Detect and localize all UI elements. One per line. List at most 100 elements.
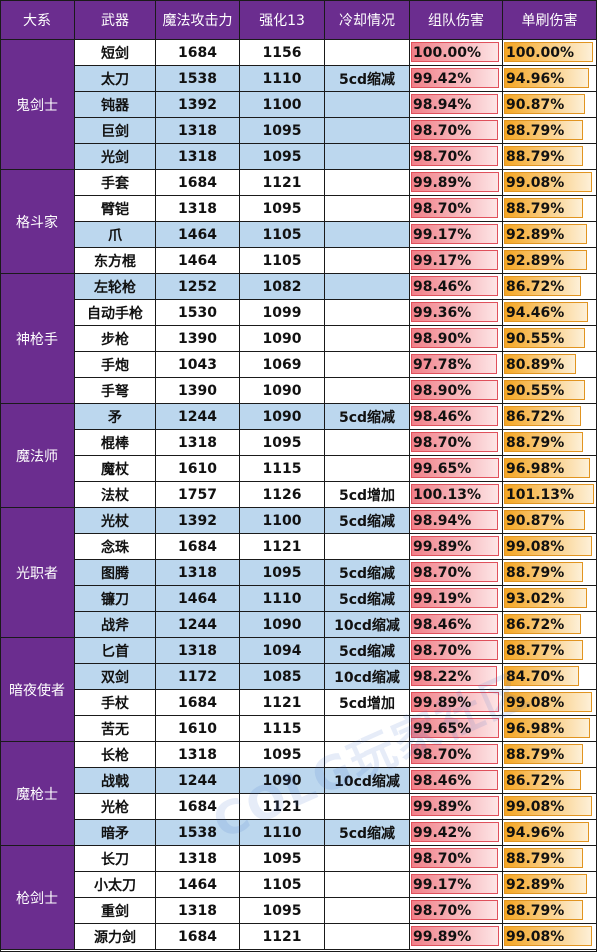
solo-damage-bar (504, 692, 593, 712)
enhance13-cell: 1090 (240, 404, 325, 430)
cooldown-cell (325, 898, 410, 924)
magic-attack-cell: 1530 (156, 300, 240, 326)
team-damage-cell: 99.17% (410, 248, 503, 274)
cooldown-cell (325, 378, 410, 404)
weapon-cell: 战斧 (75, 612, 156, 638)
magic-attack-cell: 1318 (156, 196, 240, 222)
solo-damage-value: 101.13% (506, 486, 575, 503)
weapon-cell: 战戟 (75, 768, 156, 794)
cooldown-cell (325, 196, 410, 222)
cooldown-cell (325, 222, 410, 248)
solo-damage-cell: 86.72% (503, 404, 597, 430)
cooldown-cell: 10cd缩减 (325, 664, 410, 690)
enhance13-cell: 1095 (240, 196, 325, 222)
team-damage-value: 100.13% (413, 486, 482, 503)
weapon-cell: 手炮 (75, 352, 156, 378)
team-damage-bar (411, 614, 498, 634)
team-damage-bar (411, 796, 499, 816)
magic-attack-cell: 1172 (156, 664, 240, 690)
solo-damage-cell: 88.79% (503, 742, 597, 768)
team-damage-bar (411, 510, 499, 530)
weapon-cell: 巨剑 (75, 118, 156, 144)
team-damage-bar (411, 926, 499, 946)
enhance13-cell: 1090 (240, 378, 325, 404)
team-damage-bar (411, 198, 498, 218)
solo-damage-value: 99.08% (506, 928, 565, 945)
team-damage-value: 99.89% (413, 928, 472, 945)
solo-damage-bar (504, 770, 582, 790)
magic-attack-cell: 1043 (156, 352, 240, 378)
solo-damage-cell: 94.96% (503, 66, 597, 92)
cooldown-cell: 5cd增加 (325, 690, 410, 716)
cooldown-cell (325, 300, 410, 326)
solo-damage-bar (504, 354, 576, 374)
team-damage-cell: 99.89% (410, 794, 503, 820)
team-damage-value: 99.19% (413, 590, 472, 607)
team-damage-bar (411, 94, 499, 114)
enhance13-cell: 1105 (240, 248, 325, 274)
team-damage-value: 99.89% (413, 538, 472, 555)
team-damage-bar (411, 328, 499, 348)
solo-damage-value: 88.79% (506, 148, 565, 165)
team-damage-bar (411, 42, 499, 62)
team-damage-cell: 98.70% (410, 430, 503, 456)
solo-damage-value: 80.89% (506, 356, 565, 373)
solo-damage-cell: 88.79% (503, 430, 597, 456)
magic-attack-cell: 1318 (156, 144, 240, 170)
team-damage-cell: 98.70% (410, 742, 503, 768)
solo-damage-value: 92.89% (506, 226, 565, 243)
magic-attack-cell: 1390 (156, 378, 240, 404)
weapon-cell: 匕首 (75, 638, 156, 664)
solo-damage-value: 88.79% (506, 434, 565, 451)
team-damage-bar (411, 302, 499, 322)
team-damage-cell: 98.70% (410, 846, 503, 872)
solo-damage-bar (504, 848, 583, 868)
magic-attack-cell: 1684 (156, 40, 240, 66)
cooldown-cell: 5cd缩减 (325, 638, 410, 664)
enhance13-cell: 1100 (240, 92, 325, 118)
solo-damage-value: 88.79% (506, 122, 565, 139)
team-damage-cell: 98.22% (410, 664, 503, 690)
cooldown-cell: 5cd缩减 (325, 508, 410, 534)
team-damage-cell: 98.46% (410, 768, 503, 794)
magic-attack-cell: 1318 (156, 846, 240, 872)
team-damage-bar (411, 770, 498, 790)
solo-damage-bar (504, 432, 583, 452)
weapon-cell: 重剑 (75, 898, 156, 924)
magic-attack-cell: 1464 (156, 248, 240, 274)
team-damage-bar (411, 380, 499, 400)
magic-attack-cell: 1252 (156, 274, 240, 300)
solo-damage-bar (504, 198, 583, 218)
team-damage-value: 99.17% (413, 252, 472, 269)
solo-damage-value: 88.77% (506, 642, 565, 659)
team-damage-value: 98.94% (413, 96, 472, 113)
solo-damage-value: 99.08% (506, 538, 565, 555)
solo-damage-bar (504, 250, 587, 270)
solo-damage-bar (504, 146, 583, 166)
team-damage-value: 98.70% (413, 564, 472, 581)
solo-damage-cell: 99.08% (503, 534, 597, 560)
enhance13-cell: 1085 (240, 664, 325, 690)
enhance13-cell: 1095 (240, 742, 325, 768)
header-weapon: 武器 (75, 0, 156, 40)
solo-damage-cell: 96.98% (503, 456, 597, 482)
team-damage-cell: 98.46% (410, 404, 503, 430)
magic-attack-cell: 1610 (156, 716, 240, 742)
enhance13-cell: 1156 (240, 40, 325, 66)
team-damage-bar (411, 250, 499, 270)
cooldown-cell (325, 40, 410, 66)
solo-damage-cell: 80.89% (503, 352, 597, 378)
team-damage-bar (411, 640, 498, 660)
magic-attack-cell: 1244 (156, 612, 240, 638)
team-damage-value: 98.70% (413, 148, 472, 165)
solo-damage-bar (504, 172, 593, 192)
enhance13-cell: 1095 (240, 898, 325, 924)
team-damage-value: 98.22% (413, 668, 472, 685)
solo-damage-bar (504, 900, 583, 920)
solo-damage-value: 99.08% (506, 694, 565, 711)
team-damage-bar (411, 432, 498, 452)
team-damage-value: 98.46% (413, 278, 472, 295)
solo-damage-cell: 94.46% (503, 300, 597, 326)
enhance13-cell: 1121 (240, 690, 325, 716)
team-damage-cell: 98.70% (410, 144, 503, 170)
